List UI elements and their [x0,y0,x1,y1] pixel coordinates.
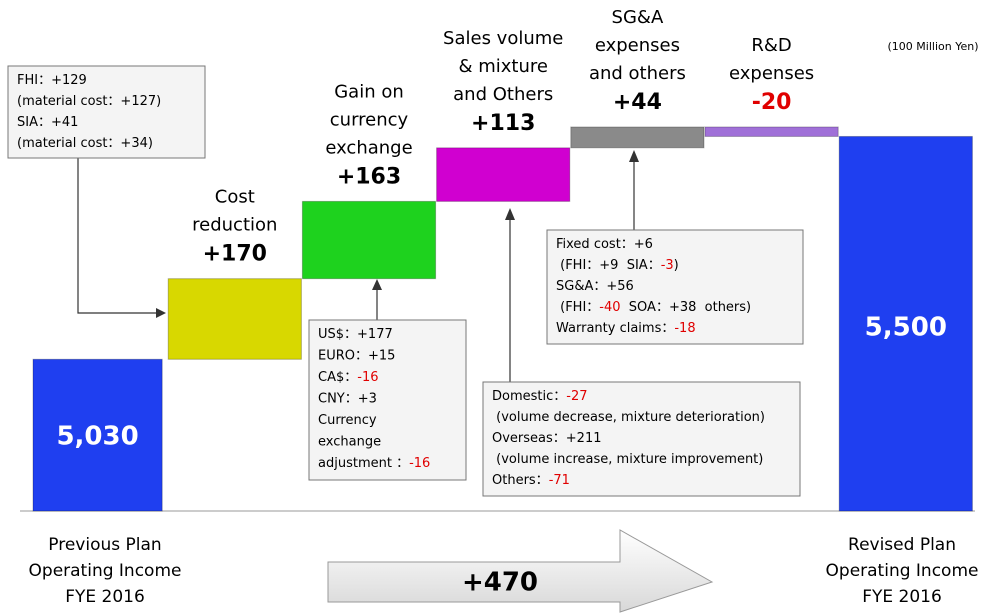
annotation-line: exchange [318,434,381,449]
annotation-line: (material cost：+34) [17,136,153,151]
annotation-line: Others：-71 [492,473,570,488]
annotation-text: Warranty claims： [556,321,674,336]
annotation-line: SG&A：+56 [556,279,634,294]
annotation-text: US$：+177 [318,327,393,342]
annotation-text: exchange [318,434,381,449]
annotation-line: (FHI：+9 SIA：-3) [556,258,679,273]
annotation-box [482,381,801,497]
annotation-text: adjustment ： [318,456,409,471]
annotation-line: (FHI：-40 SOA：+38 others) [556,300,751,315]
bar [436,147,571,202]
bar [167,278,302,360]
category-label: SG&A [612,7,664,28]
annotation-line: (volume decrease, mixture deterioration) [492,410,765,425]
category-label: reduction [192,215,277,236]
annotation-line: US$：+177 [318,327,393,342]
annotation-text: Others： [492,473,549,488]
category-label: expenses [595,35,680,56]
bar [570,126,705,149]
annotation-text: SIA：+41 [17,115,78,130]
bar [704,126,839,137]
connectors [77,158,635,382]
annotation-text: ) [674,258,679,273]
annotation-text: (material cost：+34) [17,136,153,151]
category-label: Sales volume [443,28,563,49]
annotation-text: -3 [661,258,674,273]
value-label: +170 [203,242,267,267]
annotation-line: FHI：+129 [17,73,87,88]
annotation-text: SOA：+38 others) [621,300,752,315]
annotation-line: EURO：+15 [318,348,395,363]
annotation-text: SG&A：+56 [556,279,634,294]
total-arrow [327,529,714,613]
annotation-line: Overseas：+211 [492,431,602,446]
category-label: Operating Income [29,561,182,581]
category-label: FYE 2016 [65,587,145,607]
annotation-line: (volume increase, mixture improvement) [492,452,763,467]
category-label: expenses [729,63,814,84]
annotation-text: -18 [674,321,695,336]
annotation-text: -16 [357,370,378,385]
annotation-line: adjustment ：-16 [318,456,430,471]
category-label: Gain on [334,81,404,102]
annotation-text: -40 [599,300,620,315]
annotation-box [546,229,804,345]
annotation-text: (volume decrease, mixture deterioration) [492,410,765,425]
annotation-line: Fixed cost：+6 [556,237,653,252]
category-label: and Others [453,84,553,105]
annotation-line: Warranty claims：-18 [556,321,696,336]
category-label: & mixture [458,56,548,77]
category-label: and others [589,63,686,84]
annotation-line: Currency [318,413,377,428]
category-label: Operating Income [826,561,979,581]
annotation-line: SIA：+41 [17,115,78,130]
annotation-text: Overseas：+211 [492,431,602,446]
annotation-line: (material cost：+127) [17,94,161,109]
annotation-text: -16 [409,456,430,471]
annotation-text: -71 [549,473,570,488]
bar [32,358,163,512]
annotation-line: CNY：+3 [318,391,377,406]
value-label: +44 [613,90,662,115]
value-label: +163 [337,164,401,189]
annotation-text: CA$： [318,370,357,385]
annotation-text: Domestic： [492,389,566,404]
annotation-text: CNY：+3 [318,391,377,406]
bar [301,200,437,280]
annotation-line: CA$：-16 [318,370,378,385]
category-label: Cost [215,187,255,208]
annotation-text: Fixed cost：+6 [556,237,653,252]
annotation-text: (material cost：+127) [17,94,161,109]
annotation-text: (FHI： [556,300,599,315]
arrowheads [156,150,639,318]
category-label: exchange [325,137,412,158]
category-label: R&D [751,35,791,56]
value-label: +113 [471,111,535,136]
annotation-line: Domestic：-27 [492,389,588,404]
annotation-text: Currency [318,413,377,428]
value-label: 5,500 [865,313,947,343]
annotation-text: EURO：+15 [318,348,395,363]
annotation-text: -27 [566,389,587,404]
category-label: Revised Plan [848,535,956,555]
annotation-text: FHI：+129 [17,73,87,88]
category-label: Previous Plan [48,535,161,555]
value-label: -20 [752,90,792,115]
category-label: FYE 2016 [862,587,942,607]
annotation-text: (volume increase, mixture improvement) [492,452,763,467]
annotation-box [7,65,206,159]
bar [838,135,973,512]
category-label: currency [330,109,409,130]
value-label: 5,030 [56,422,138,452]
total-change: +470 [462,568,538,598]
unit-label: (100 Million Yen) [888,40,979,53]
annotation-box [308,319,467,481]
annotation-text: (FHI：+9 SIA： [556,258,661,273]
